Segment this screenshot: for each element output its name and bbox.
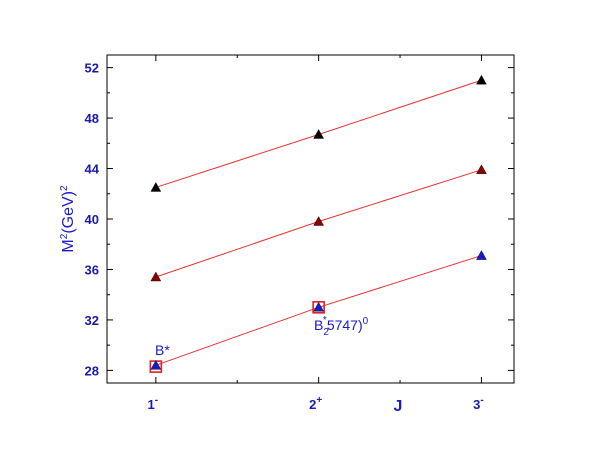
experimental-marker: [312, 301, 325, 314]
y-axis-title: M2(GeV)2: [59, 185, 77, 253]
experimental-markers: [149, 301, 325, 373]
y-tick-label: 48: [85, 111, 99, 126]
y-tick-label: 44: [85, 162, 100, 177]
x-tick-label: 1-: [148, 395, 159, 412]
x-tick-label: 3-: [473, 395, 484, 412]
plot-frame: [106, 54, 515, 384]
x-axis: 1- 2+ 3-: [148, 55, 484, 412]
y-axis: 28 32 36 40 44 48 52: [85, 61, 514, 378]
annotation-b2-5747: B2*5747)0: [314, 315, 369, 338]
x-tick-label: 2+: [309, 395, 322, 412]
data-point: [476, 164, 487, 175]
data-point: [476, 250, 487, 260]
y-tick-label: 40: [85, 212, 99, 227]
data-point: [150, 182, 162, 192]
y-tick-label: 28: [85, 363, 99, 378]
y-tick-label: 36: [85, 262, 99, 277]
data-point: [313, 216, 324, 226]
y-tick-label: 52: [85, 61, 99, 76]
data-points: [150, 74, 487, 370]
data-point: [150, 271, 162, 282]
data-point: [313, 301, 324, 312]
data-point: [150, 359, 162, 370]
y-tick-label: 32: [85, 313, 99, 328]
annotation-b-star: B*: [155, 342, 170, 358]
x-axis-title: J: [394, 398, 403, 415]
data-point: [313, 129, 324, 139]
data-point: [476, 74, 487, 85]
